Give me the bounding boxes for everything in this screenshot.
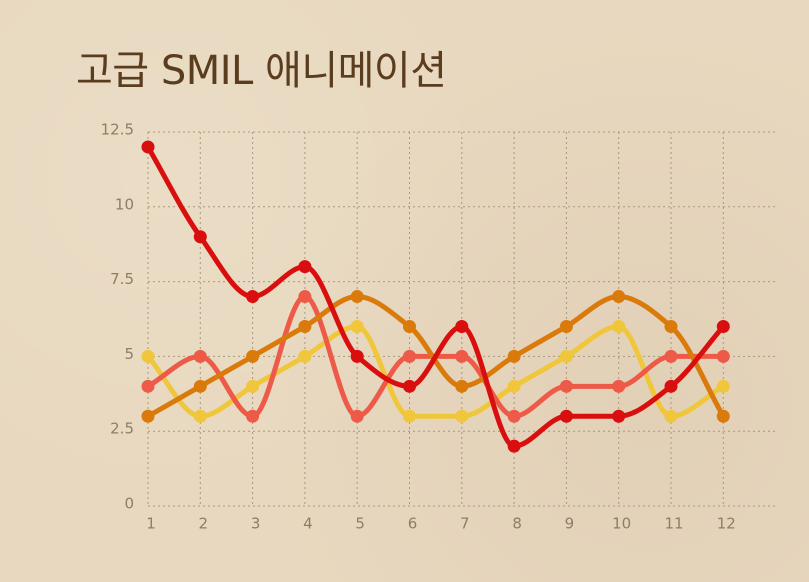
data-point[interactable] xyxy=(612,290,625,303)
data-point[interactable] xyxy=(403,350,416,363)
data-point[interactable] xyxy=(298,350,311,363)
x-tick-label: 10 xyxy=(612,515,631,533)
data-point[interactable] xyxy=(560,380,573,393)
x-tick-label: 9 xyxy=(565,515,575,533)
data-point[interactable] xyxy=(508,380,521,393)
data-point[interactable] xyxy=(455,350,468,363)
x-tick-label: 2 xyxy=(199,515,209,533)
data-point[interactable] xyxy=(665,410,678,423)
data-point[interactable] xyxy=(194,350,207,363)
series-4 xyxy=(142,140,730,452)
data-point[interactable] xyxy=(246,350,259,363)
data-point[interactable] xyxy=(560,320,573,333)
data-point[interactable] xyxy=(455,380,468,393)
data-point[interactable] xyxy=(455,410,468,423)
data-point[interactable] xyxy=(351,320,364,333)
data-point[interactable] xyxy=(142,350,155,363)
y-tick-label: 5 xyxy=(124,345,134,363)
data-point[interactable] xyxy=(194,230,207,243)
data-point[interactable] xyxy=(142,380,155,393)
data-point[interactable] xyxy=(612,410,625,423)
y-tick-label: 2.5 xyxy=(110,420,134,438)
x-axis: 1 2 3 4 5 6 7 8 9 10 11 12 xyxy=(146,515,736,533)
data-point[interactable] xyxy=(717,410,730,423)
data-point[interactable] xyxy=(298,260,311,273)
x-tick-label: 11 xyxy=(664,515,683,533)
data-point[interactable] xyxy=(717,350,730,363)
data-point[interactable] xyxy=(665,380,678,393)
data-point[interactable] xyxy=(508,410,521,423)
data-point[interactable] xyxy=(142,140,155,153)
data-point[interactable] xyxy=(246,380,259,393)
x-tick-label: 7 xyxy=(460,515,470,533)
data-point[interactable] xyxy=(508,350,521,363)
y-tick-label: 0 xyxy=(124,495,134,513)
data-point[interactable] xyxy=(612,380,625,393)
data-point[interactable] xyxy=(142,410,155,423)
data-point[interactable] xyxy=(194,380,207,393)
data-point[interactable] xyxy=(508,440,521,453)
data-point[interactable] xyxy=(403,410,416,423)
data-point[interactable] xyxy=(665,320,678,333)
x-tick-label: 6 xyxy=(408,515,418,533)
data-point[interactable] xyxy=(298,290,311,303)
grid xyxy=(148,132,775,506)
x-tick-label: 8 xyxy=(512,515,522,533)
data-point[interactable] xyxy=(665,350,678,363)
data-point[interactable] xyxy=(717,320,730,333)
data-point[interactable] xyxy=(194,410,207,423)
x-tick-label: 12 xyxy=(717,515,736,533)
data-point[interactable] xyxy=(717,380,730,393)
data-point[interactable] xyxy=(455,320,468,333)
x-tick-label: 5 xyxy=(355,515,365,533)
data-point[interactable] xyxy=(612,320,625,333)
data-point[interactable] xyxy=(560,410,573,423)
y-tick-label: 12.5 xyxy=(101,121,134,139)
data-point[interactable] xyxy=(351,290,364,303)
data-point[interactable] xyxy=(560,350,573,363)
data-point[interactable] xyxy=(246,410,259,423)
data-point[interactable] xyxy=(246,290,259,303)
y-axis: 0 2.5 5 7.5 10 12.5 xyxy=(101,121,134,513)
y-tick-label: 10 xyxy=(115,195,134,213)
x-tick-label: 1 xyxy=(146,515,156,533)
data-point[interactable] xyxy=(403,320,416,333)
x-tick-label: 3 xyxy=(251,515,261,533)
data-point[interactable] xyxy=(403,380,416,393)
data-point[interactable] xyxy=(298,320,311,333)
data-point[interactable] xyxy=(351,350,364,363)
data-point[interactable] xyxy=(351,410,364,423)
x-tick-label: 4 xyxy=(303,515,313,533)
y-tick-label: 7.5 xyxy=(110,270,134,288)
series-group xyxy=(142,140,730,452)
